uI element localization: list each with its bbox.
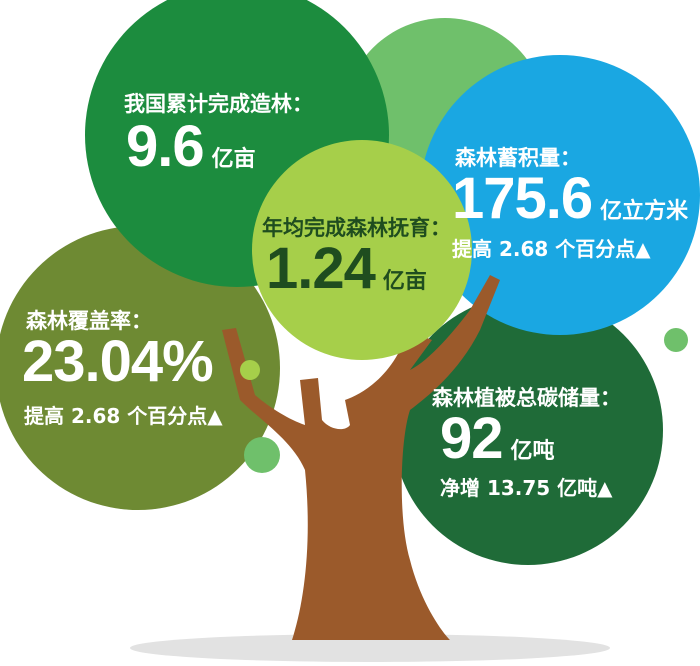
carbon-change: 净增 13.75 亿吨▲ [440,476,613,500]
tending-value: 1.24 [266,236,376,301]
stock-value: 175.6 [452,166,593,231]
carbon-unit: 亿吨 [510,439,555,464]
stock-stat: 175.6 亿立方米 [452,170,688,228]
dot [240,360,260,380]
tending-circle [252,140,472,360]
coverage-value: 23.04% [22,329,214,394]
carbon-stat: 92 亿吨 [440,410,555,468]
afforestation-label: 我国累计完成造林： [124,92,313,116]
afforestation-stat: 9.6 亿亩 [126,118,256,176]
ground-shadow [130,634,610,662]
stock-circle [420,55,700,335]
coverage-label: 森林覆盖率： [26,309,152,333]
carbon-circle [393,295,663,565]
tending-unit: 亿亩 [382,269,427,294]
dot [664,328,688,352]
dot [244,437,280,473]
tending-label: 年均完成森林抚育： [262,216,451,240]
coverage-circle [0,226,280,510]
afforestation-value: 9.6 [126,114,205,179]
carbon-label: 森林植被总碳储量： [432,386,621,410]
stock-unit: 亿立方米 [600,199,689,224]
tending-stat: 1.24 亿亩 [266,240,427,298]
afforestation-unit: 亿亩 [211,147,256,172]
coverage-change: 提高 2.68 个百分点▲ [24,404,223,428]
coverage-stat: 23.04% [22,333,214,391]
tree-trunk [222,275,500,640]
carbon-value: 92 [440,406,504,471]
stock-label: 森林蓄积量： [455,146,581,170]
stock-change: 提高 2.68 个百分点▲ [452,237,651,261]
